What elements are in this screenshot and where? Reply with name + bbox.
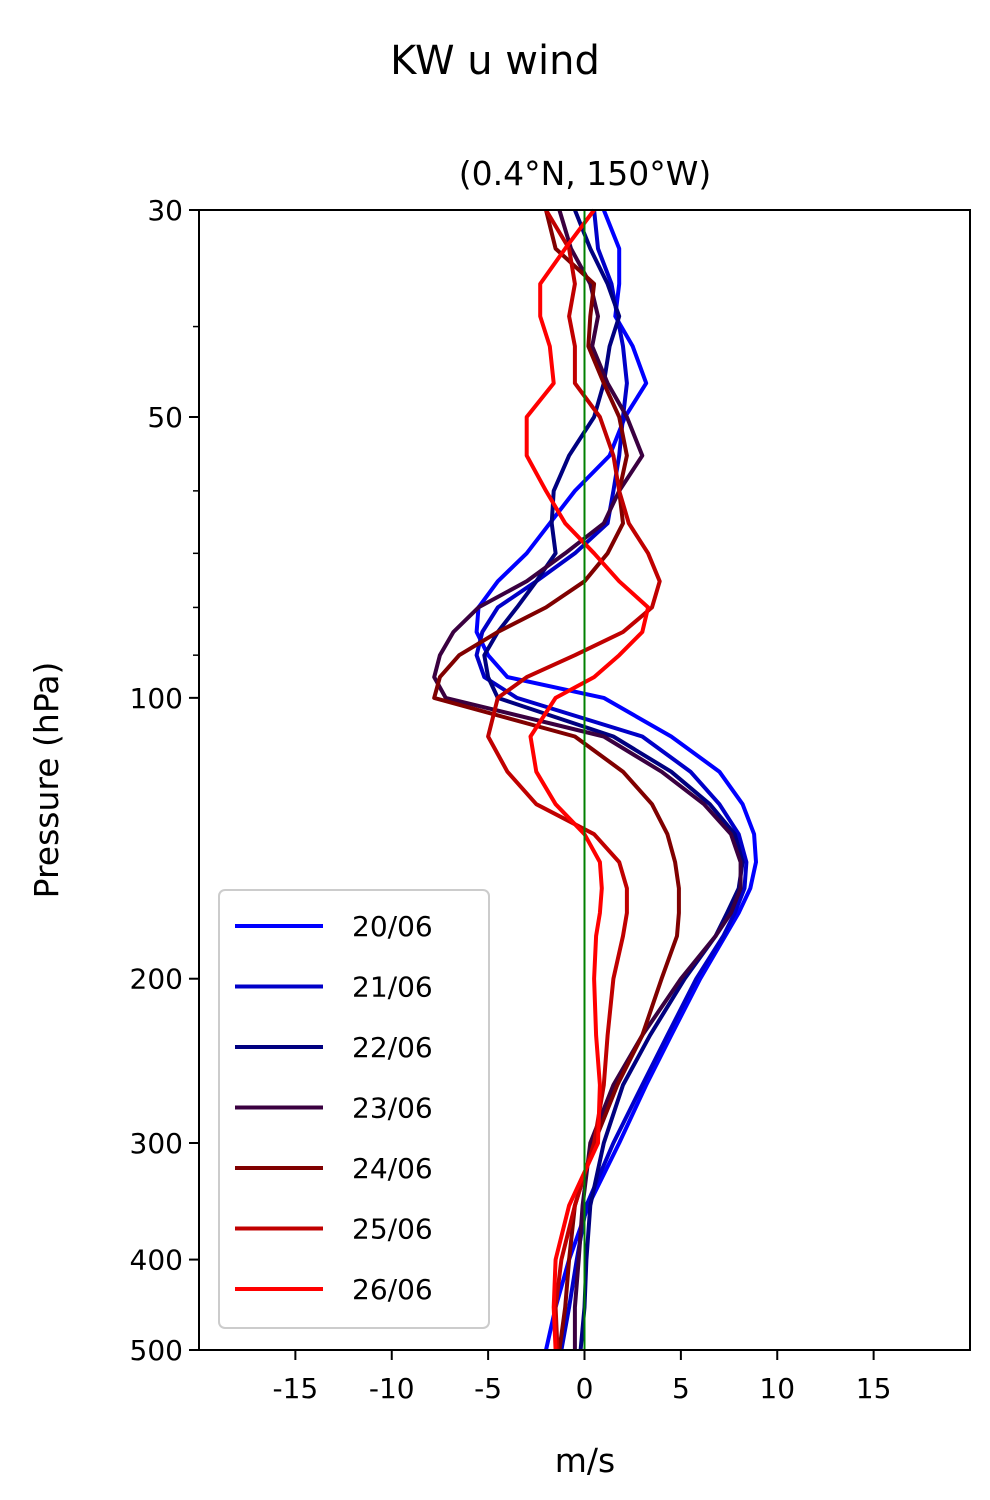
x-tick-label: -5 [474,1372,502,1405]
series-line-26-06 [524,208,651,1351]
x-tick-label: 15 [856,1372,892,1405]
plot-lines [432,208,758,1351]
series-line-25-06 [486,208,662,1351]
y-tick-label: 100 [130,682,183,715]
chart-subtitle: (0.4°N, 150°W) [459,154,712,193]
y-tick-label: 300 [130,1127,183,1160]
legend-label: 25/06 [352,1213,433,1246]
y-tick-label: 50 [147,401,183,434]
legend-label: 21/06 [352,971,433,1004]
legend-label: 20/06 [352,910,433,943]
y-tick-label: 500 [130,1334,183,1367]
chart-title: KW u wind [390,38,600,84]
legend-box [218,889,490,1329]
series-line-20-06 [474,209,758,1351]
x-tick-label: 5 [672,1372,690,1405]
series-line-23-06 [432,209,743,1350]
x-tick-label: -15 [273,1372,319,1405]
x-axis-label: m/s [555,1441,615,1480]
x-tick-label: 10 [759,1372,795,1405]
y-tick-label: 30 [147,194,183,227]
y-axis-ticks: 30 50 100 200 300 400 500 [130,194,199,1367]
y-axis-label: Pressure (hPa) [27,662,66,899]
x-axis-ticks: -15 -10 -5 0 5 10 15 [273,1350,892,1405]
legend-label: 26/06 [352,1273,433,1306]
x-tick-label: 0 [576,1372,594,1405]
legend-label: 22/06 [352,1031,433,1064]
series-line-21-06 [474,209,749,1351]
legend-label: 23/06 [352,1092,433,1125]
x-tick-label: -10 [369,1372,415,1405]
series-line-22-06 [482,209,745,1351]
y-tick-label: 200 [130,963,183,996]
legend-label: 24/06 [352,1152,433,1185]
y-tick-label: 400 [130,1244,183,1277]
series-line-24-06 [432,209,681,1351]
legend: 20/06 21/06 22/06 23/06 24/06 25/06 26/06 [218,889,490,1329]
